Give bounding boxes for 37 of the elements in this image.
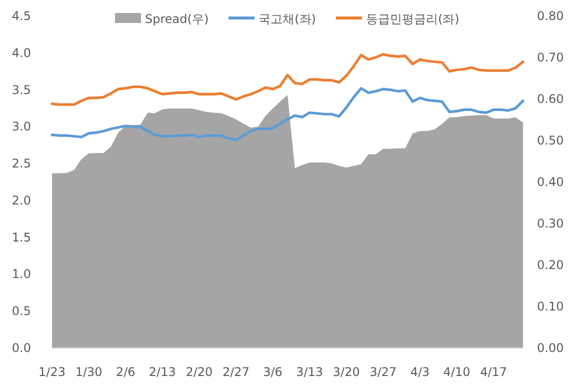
y-tick-label: 2.0 [12, 193, 31, 208]
y2-tick-label: 0.50 [537, 134, 564, 148]
line-series [50, 87, 524, 142]
x-tick-label: 2/20 [186, 365, 213, 379]
x-tick-label: 4/10 [443, 365, 470, 379]
x-tick-label: 2/13 [148, 365, 176, 379]
x-tick-label: 3/27 [370, 365, 397, 379]
y2-tick-label: 0.30 [537, 216, 564, 230]
legend-label: 등급민평금리(좌) [366, 12, 460, 26]
y2-tick-label: 0.20 [537, 258, 564, 272]
x-tick-label: 1/23 [38, 365, 66, 379]
x-tick-label: 3/20 [332, 365, 360, 379]
y-tick-label: 3.5 [12, 82, 31, 97]
x-tick-label: 1/30 [75, 365, 102, 379]
y-tick-label: 4.0 [12, 46, 31, 60]
legend-label: 국고채(좌) [258, 12, 316, 26]
y-tick-label: 4.5 [12, 9, 31, 23]
y-tick-label: 0.0 [12, 341, 31, 355]
y2-tick-label: 0.70 [537, 50, 564, 64]
x-tick-label: 3/13 [296, 365, 324, 379]
y2-tick-label: 0.40 [537, 175, 564, 189]
y-tick-label: 0.5 [12, 304, 31, 318]
line-series [50, 53, 524, 106]
y-tick-label: 3.0 [12, 120, 31, 134]
y2-tick-label: 0.00 [537, 341, 564, 355]
y-tick-label: 1.5 [12, 230, 31, 244]
y2-tick-label: 0.10 [537, 300, 564, 314]
y-tick-label: 1.0 [12, 267, 31, 282]
x-tick-label: 2/6 [116, 365, 136, 379]
y2-tick-label: 0.80 [537, 9, 564, 23]
x-tick-label: 4/3 [410, 365, 430, 379]
legend-label: Spread(우) [145, 12, 209, 26]
x-tick-label: 3/6 [263, 365, 282, 379]
x-tick-label: 2/27 [222, 365, 250, 379]
y-tick-label: 2.5 [12, 156, 31, 171]
y2-tick-label: 0.60 [537, 92, 564, 106]
x-tick-label: 4/17 [480, 365, 508, 379]
